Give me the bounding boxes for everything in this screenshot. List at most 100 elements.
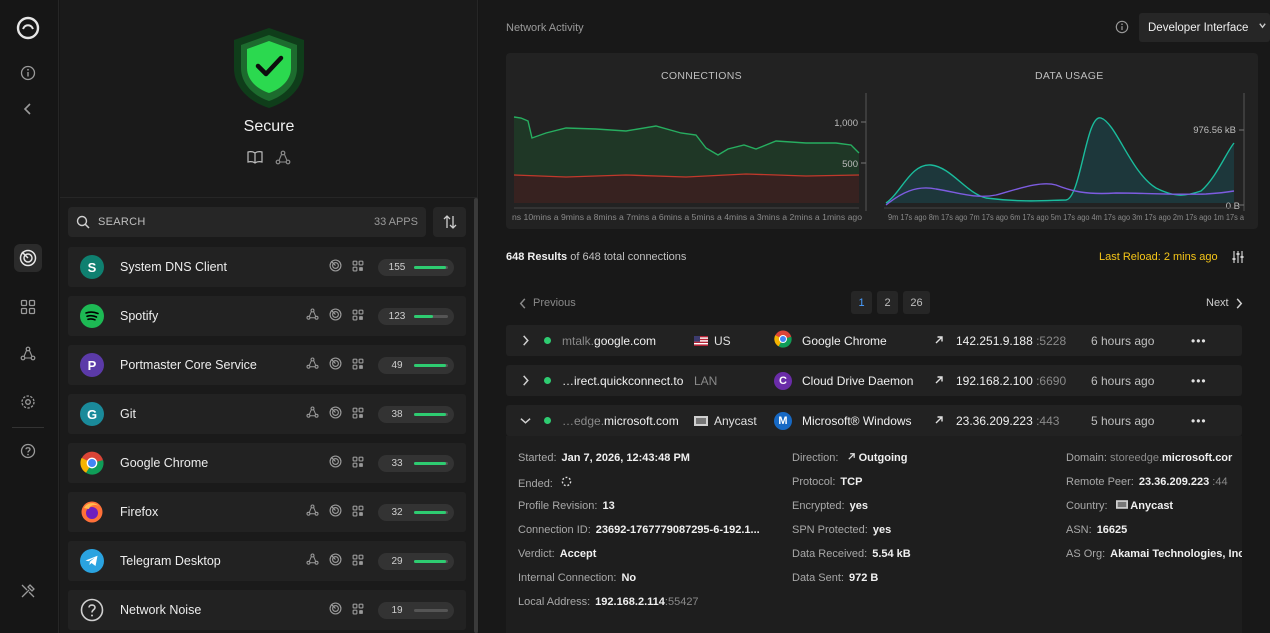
next-page-button[interactable]: Next (1206, 297, 1243, 309)
settings-icon[interactable] (14, 388, 42, 416)
connection-count: 123 (388, 310, 406, 322)
status-label: Secure (243, 118, 295, 135)
network-icon[interactable] (275, 150, 291, 169)
monitor-icon (329, 504, 342, 520)
monitor-icon[interactable] (14, 244, 42, 272)
apps-icon[interactable] (14, 293, 42, 321)
network-icon[interactable] (14, 340, 42, 368)
detail-data-received: Data Received: 5.54 kB (792, 548, 911, 560)
connection-count-badge: 123 (378, 307, 454, 325)
detail-domain: Domain: storeedge.microsoft.cor (1066, 452, 1233, 464)
status-dot (544, 377, 551, 384)
next-label: Next (1206, 297, 1229, 309)
info-icon[interactable] (14, 59, 42, 87)
results-count: 648 Results (506, 251, 568, 263)
rail-divider (12, 427, 44, 428)
monitor-icon (329, 553, 342, 569)
detail-protocol: Protocol: TCP (792, 476, 863, 488)
conn-y-tick-1000: 1,000 (834, 118, 858, 129)
app-row[interactable]: Network Noise 19 (68, 590, 466, 630)
detail-remote-peer: Remote Peer: 23.36.209.223 :44 (1066, 476, 1228, 488)
chevron-right-icon (1236, 297, 1242, 309)
app-row[interactable]: G Git 38 (68, 394, 466, 434)
connection-row[interactable]: …irect.quickconnect.to LAN C Cloud Drive… (506, 365, 1242, 396)
monitor-icon (329, 455, 342, 471)
outgoing-icon (847, 453, 855, 460)
connection-ip: 192.168.2.100 :6690 (956, 373, 1067, 388)
app-tags (294, 455, 364, 471)
more-icon[interactable]: ••• (1191, 413, 1207, 428)
app-row[interactable]: Firefox 32 (68, 492, 466, 532)
detail-as-org: AS Org: Akamai Technologies, Inc (1066, 548, 1242, 560)
monitor-icon (329, 406, 342, 422)
outgoing-icon (934, 334, 956, 348)
apps-icon (352, 456, 364, 471)
app-row[interactable]: S System DNS Client 155 (68, 247, 466, 287)
sort-icon (443, 215, 456, 229)
connection-details: Started: Jan 7, 2026, 12:43:48 PM Ended: … (506, 436, 1242, 633)
app-row[interactable]: Google Chrome 33 (68, 443, 466, 483)
network-icon (306, 308, 319, 324)
app-count: 33 APPS (373, 216, 418, 228)
app-tags (294, 504, 364, 520)
app-tags (294, 308, 364, 324)
results-summary: 648 Results of 648 total connections (506, 251, 686, 263)
results-suffix: of 648 total connections (570, 251, 687, 263)
app-search-input[interactable]: SEARCH 33 APPS (68, 207, 426, 237)
page-1-button[interactable]: 1 (851, 291, 872, 314)
connection-bar (414, 265, 448, 269)
collapse-icon[interactable] (14, 95, 42, 123)
more-icon[interactable]: ••• (1191, 333, 1207, 348)
detail-profile-revision: Profile Revision: 13 (518, 500, 615, 512)
outgoing-icon (934, 414, 956, 428)
connection-country: LAN (694, 373, 718, 388)
activity-charts: 1,000 500 ns 10mins a 9mins a 8mins a 7m… (512, 93, 1245, 222)
app-row[interactable]: Telegram Desktop 29 (68, 541, 466, 581)
help-icon (80, 598, 104, 622)
app-row[interactable]: Spotify 123 (68, 296, 466, 336)
detail-country: Country: Anycast (1066, 500, 1174, 512)
status-dot (544, 337, 551, 344)
app-list: S System DNS Client 155 Spotify 123 P Portmast… (68, 247, 466, 633)
network-icon (306, 406, 319, 422)
info-icon[interactable] (1115, 20, 1129, 37)
previous-page-button[interactable]: Previous (519, 297, 576, 309)
developer-interface-button[interactable]: Developer Interface (1139, 13, 1270, 42)
chevron-right-icon[interactable] (506, 335, 544, 346)
page-2-button[interactable]: 2 (877, 291, 898, 314)
more-icon[interactable]: ••• (1191, 373, 1207, 388)
apps-icon (352, 407, 364, 422)
connection-row[interactable]: mtalk.google.com US Google Chrome 142.25… (506, 325, 1242, 356)
book-icon[interactable] (247, 150, 263, 169)
connection-row-expanded[interactable]: …edge.microsoft.com Anycast M Microsoft®… (506, 405, 1242, 436)
page-26-button[interactable]: 26 (903, 291, 930, 314)
page-title: Network Activity (506, 22, 584, 34)
conn-x-ticks: ns 10mins a 9mins a 8mins a 7mins a 6min… (512, 212, 862, 222)
chrome-icon (774, 330, 792, 351)
detail-direction: Direction: Outgoing (792, 452, 908, 464)
connection-ip: 142.251.9.188 :5228 (956, 333, 1067, 348)
app-row[interactable]: P Portmaster Core Service 49 (68, 345, 466, 385)
sort-button[interactable] (433, 207, 466, 237)
chevron-down-icon (1258, 21, 1267, 33)
app-name: Git (120, 407, 136, 421)
nav-rail (0, 0, 59, 633)
loading-icon (561, 476, 572, 490)
connection-bar (414, 559, 448, 563)
app-name: System DNS Client (120, 260, 227, 274)
shield-icon (234, 28, 304, 108)
windows-icon: M (774, 411, 792, 430)
chevron-right-icon[interactable] (506, 375, 544, 386)
help-icon[interactable] (14, 437, 42, 465)
connection-count-badge: 49 (378, 356, 454, 374)
connection-country: Anycast (694, 414, 774, 428)
last-reload[interactable]: Last Reload: 2 mins ago (1099, 251, 1218, 263)
logo-icon[interactable] (14, 14, 42, 42)
app-list-scrollbar[interactable] (474, 198, 478, 633)
filter-settings-icon[interactable] (1231, 250, 1245, 267)
tools-icon[interactable] (14, 577, 42, 605)
app-tags (294, 602, 364, 618)
monitor-icon (329, 259, 342, 275)
chevron-down-icon[interactable] (506, 416, 544, 425)
connection-count: 32 (391, 506, 403, 518)
